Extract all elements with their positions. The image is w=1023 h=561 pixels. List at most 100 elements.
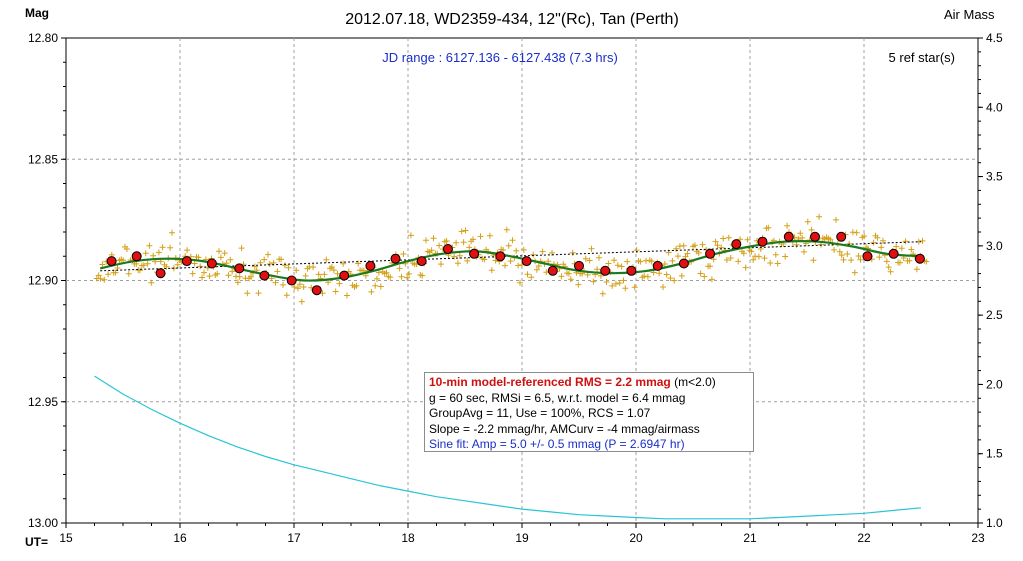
raw-point: [648, 258, 655, 265]
raw-point: [407, 232, 414, 239]
raw-point: [569, 249, 576, 256]
raw-point: [353, 282, 360, 289]
raw-point: [462, 227, 469, 234]
raw-point: [255, 290, 262, 297]
raw-point: [404, 274, 411, 281]
jd-range-label: JD range : 6127.136 - 6127.438 (7.3 hrs): [382, 50, 618, 65]
raw-point: [740, 250, 747, 257]
raw-point: [216, 248, 222, 255]
raw-point: [377, 283, 384, 290]
raw-point: [701, 273, 708, 280]
raw-point: [567, 276, 574, 283]
raw-point: [618, 263, 625, 270]
binned-point: [311, 285, 322, 296]
x-tick-label: 22: [857, 531, 871, 545]
binned-point: [914, 253, 925, 264]
raw-point: [221, 250, 228, 257]
raw-point: [291, 284, 298, 290]
raw-point: [451, 253, 458, 260]
raw-point: [695, 250, 702, 256]
raw-point: [101, 276, 108, 283]
raw-point: [295, 285, 301, 292]
raw-point: [438, 261, 444, 268]
raw-point: [678, 272, 685, 279]
raw-point: [876, 254, 883, 261]
raw-point: [750, 256, 757, 263]
binned-point: [155, 268, 166, 279]
binned-point: [390, 253, 401, 264]
raw-point: [853, 229, 860, 236]
raw-point: [99, 261, 106, 268]
raw-point: [631, 284, 638, 291]
raw-point: [691, 242, 698, 249]
raw-point: [680, 242, 687, 249]
raw-point: [661, 261, 668, 267]
raw-point: [505, 242, 512, 249]
x-axis-label: UT=: [25, 535, 48, 549]
raw-point: [612, 280, 619, 287]
grid-lines: [61, 37, 983, 528]
raw-point: [712, 238, 719, 245]
binned-point: [259, 270, 270, 281]
raw-point: [454, 260, 461, 267]
raw-point: [464, 257, 471, 264]
raw-point: [334, 270, 341, 277]
raw-point: [146, 242, 153, 249]
raw-point: [423, 237, 429, 244]
raw-point: [174, 261, 181, 268]
groupavg-line: GroupAvg = 11, Use = 100%, RCS = 1.07: [429, 406, 651, 421]
raw-point: [372, 282, 379, 289]
raw-point: [383, 269, 390, 276]
raw-point: [443, 238, 450, 244]
raw-point: [206, 273, 213, 280]
raw-point: [656, 270, 663, 277]
x-tick-label: 18: [401, 531, 415, 545]
raw-point: [315, 271, 322, 278]
raw-point: [755, 253, 762, 260]
raw-point: [723, 257, 730, 263]
raw-point: [782, 253, 789, 260]
raw-point: [169, 229, 175, 236]
raw-point: [586, 257, 593, 264]
raw-point: [278, 256, 285, 263]
binned-point: [521, 256, 532, 267]
raw-point: [281, 262, 288, 269]
raw-point: [893, 243, 900, 250]
raw-point: [611, 257, 618, 264]
raw-point: [296, 281, 303, 288]
raw-point: [283, 292, 290, 299]
binned-point: [181, 256, 192, 267]
raw-point: [163, 263, 170, 270]
raw-point: [575, 281, 582, 288]
binned-point: [652, 260, 663, 271]
raw-point: [488, 267, 495, 274]
raw-point: [332, 288, 339, 295]
binned-point: [836, 231, 847, 242]
raw-point: [582, 255, 589, 262]
y-axis-label-right: Air Mass: [944, 7, 995, 22]
raw-point: [144, 260, 151, 267]
raw-point: [887, 268, 894, 275]
raw-point: [251, 263, 258, 270]
binned-point: [705, 248, 716, 259]
raw-point: [720, 235, 727, 242]
x-tick-label: 19: [515, 531, 529, 545]
raw-point: [321, 271, 328, 278]
raw-point: [272, 279, 279, 286]
raw-point: [641, 273, 648, 280]
raw-point: [596, 254, 602, 261]
raw-point: [330, 267, 337, 274]
raw-point: [400, 251, 407, 257]
raw-point: [883, 258, 890, 265]
raw-point: [387, 274, 394, 281]
raw-point: [644, 273, 651, 280]
raw-point: [248, 273, 254, 280]
y-tick-label-left: 12.85: [28, 152, 58, 166]
binned-point: [600, 265, 611, 276]
raw-point: [533, 266, 540, 273]
raw-point: [851, 269, 858, 276]
binned-point: [574, 260, 584, 271]
raw-point: [898, 245, 905, 252]
raw-point: [840, 256, 847, 263]
raw-point: [885, 264, 892, 271]
